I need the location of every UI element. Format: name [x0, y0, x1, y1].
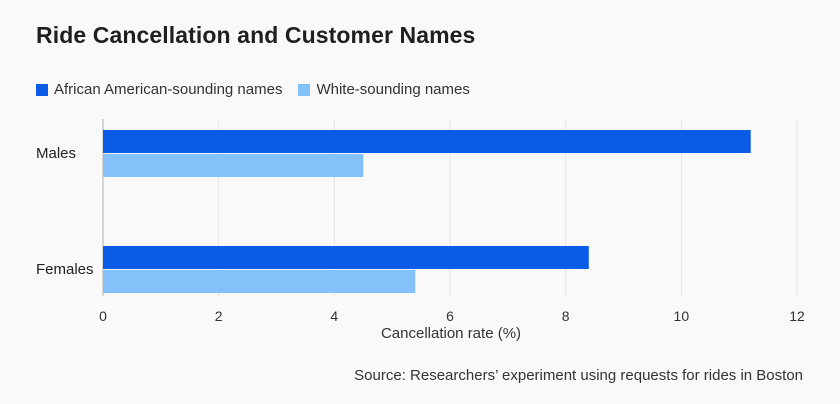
category-label-males: Males [36, 145, 76, 162]
x-tick-label: 10 [674, 308, 690, 324]
source-note: Source: Researchers’ experiment using re… [354, 367, 803, 384]
legend-label-white: White-sounding names [316, 81, 470, 98]
x-tick-label: 4 [330, 308, 338, 324]
legend-item-white: White-sounding names [298, 81, 470, 98]
x-tick-label: 0 [99, 308, 107, 324]
legend: African American-sounding names White-so… [36, 81, 486, 98]
bar-males-white [103, 154, 364, 177]
x-axis-title: Cancellation rate (%) [381, 325, 521, 342]
category-label-females: Females [36, 261, 94, 278]
legend-swatch-african-american [36, 83, 48, 96]
legend-label-african-american: African American-sounding names [54, 81, 283, 98]
legend-item-african-american: African American-sounding names [36, 81, 282, 98]
bar-females-white [103, 270, 416, 293]
chart-title: Ride Cancellation and Customer Names [36, 22, 476, 48]
x-tick-label: 12 [789, 308, 805, 324]
x-tick-label: 6 [446, 308, 454, 324]
x-tick-label: 8 [562, 308, 570, 324]
bar-females-african-american [103, 246, 589, 269]
legend-swatch-white [298, 83, 311, 96]
bar-males-african-american [103, 130, 751, 153]
x-tick-label: 2 [215, 308, 223, 324]
